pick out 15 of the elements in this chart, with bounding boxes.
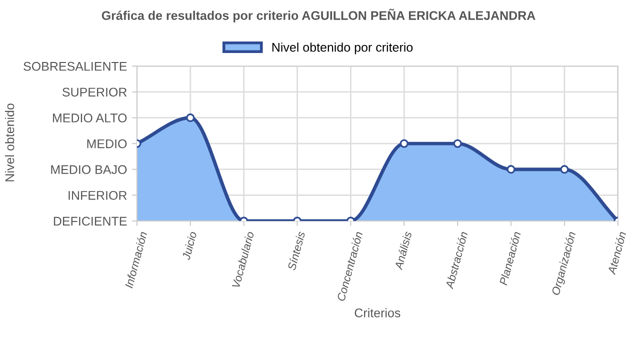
category-label: SOBRESALIENTE <box>24 62 127 71</box>
x-axis-title: Criterios <box>354 308 400 318</box>
chart-title: Gráfica de resultados por criterio AGUILLON PEÑA ERICKA ALEJANDRA <box>102 8 536 22</box>
category-label: DEFICIENTE <box>54 216 127 226</box>
category-label: MEDIO ALTO <box>52 114 127 122</box>
category-label: INFERIOR <box>68 190 127 200</box>
category-label: MEDIO BAJO <box>51 165 127 174</box>
x-tick-label: Síntesis <box>287 230 306 271</box>
legend-label: Nivel obtenido por criterio <box>272 42 413 54</box>
x-tick-label: Juicio <box>182 231 197 260</box>
x-tick-label: Atención <box>607 231 626 276</box>
text: Nivel obtenido <box>5 104 14 182</box>
category-label: SUPERIOR <box>62 88 127 97</box>
x-tick-label: Análisis <box>394 230 412 270</box>
category-label: MEDIO <box>87 139 127 148</box>
